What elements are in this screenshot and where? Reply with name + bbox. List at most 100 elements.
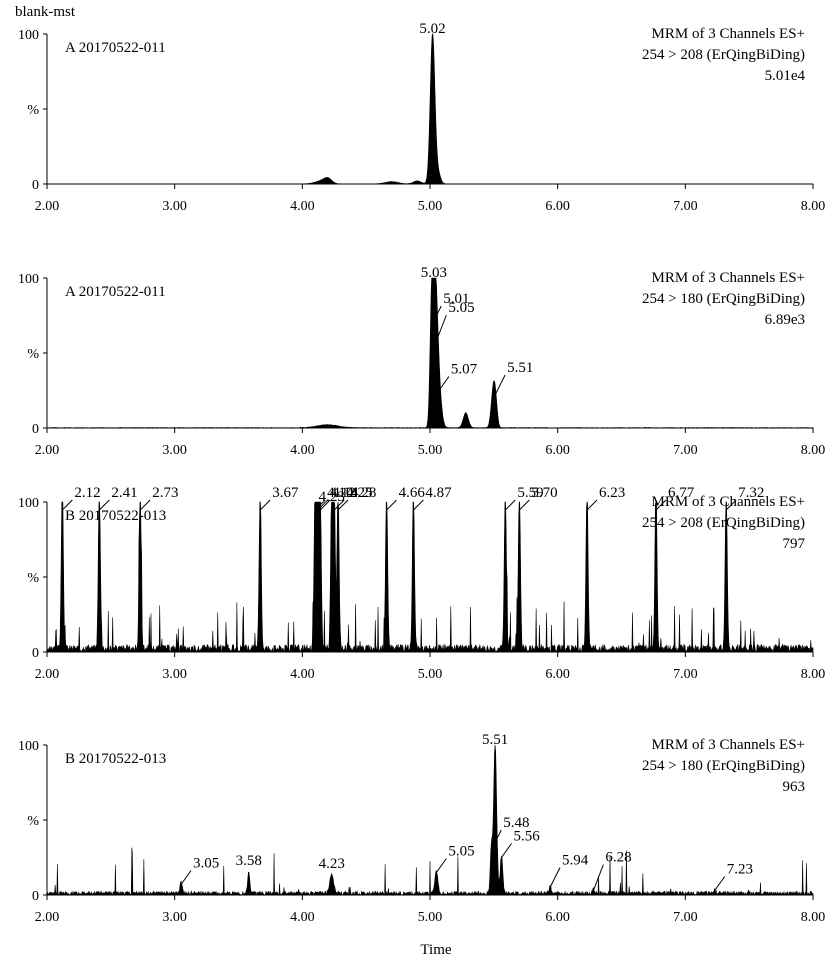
method-label: MRM of 3 Channels ES+ bbox=[652, 494, 805, 510]
peak-label: 4.10 bbox=[327, 485, 353, 501]
chart-panel-3: 0% 100 2.00 3.00 4.00 5.00 6.00 7.00 8.00 B 20170… bbox=[18, 485, 825, 682]
peak-label: 2.12 bbox=[74, 485, 100, 501]
peak-leader-line bbox=[430, 305, 442, 327]
x-tick-label: 4.00 bbox=[290, 199, 315, 214]
y-tick-label: 100 bbox=[18, 739, 39, 754]
peak-leader-line bbox=[259, 499, 271, 511]
transition-label: 254 > 208 (ErQingBiDing) bbox=[642, 47, 805, 63]
peak-leader-line bbox=[98, 499, 110, 511]
y-tick-label: 0 bbox=[32, 646, 39, 661]
peak-label: 5.01 bbox=[443, 291, 469, 307]
x-tick-label: 7.00 bbox=[673, 443, 698, 458]
x-tick-label: 4.00 bbox=[290, 667, 315, 682]
peak-leader-line bbox=[501, 843, 512, 858]
transition-label: 254 > 180 (ErQingBiDing) bbox=[642, 758, 805, 774]
peak-label: 6.77 bbox=[668, 485, 695, 501]
peak-label: 4.28 bbox=[350, 485, 376, 501]
x-tick-label: 4.00 bbox=[290, 443, 315, 458]
peak-label: 3.58 bbox=[236, 853, 262, 869]
x-tick-label: 6.00 bbox=[545, 199, 570, 214]
peak-label: 4.23 bbox=[319, 489, 345, 505]
peak-leader-line bbox=[319, 499, 331, 511]
peak-label: 7.32 bbox=[738, 485, 764, 501]
peak-leader-line bbox=[435, 858, 447, 873]
x-tick-label: 6.00 bbox=[545, 443, 570, 458]
peak-label: 5.02 bbox=[419, 21, 445, 37]
x-tick-label: 7.00 bbox=[673, 910, 698, 925]
peak-label: 5.05 bbox=[448, 844, 474, 860]
peak-label: 5.51 bbox=[507, 360, 533, 376]
y-tick-label: 0 bbox=[32, 889, 39, 904]
transition-label: 254 > 208 (ErQingBiDing) bbox=[642, 515, 805, 531]
peak-label: 5.51 bbox=[482, 732, 508, 748]
peak-label: 5.70 bbox=[531, 485, 557, 501]
peak-leader-line bbox=[549, 867, 561, 888]
sample-label: B 20170522-013 bbox=[65, 751, 166, 767]
peak-leader-line bbox=[139, 499, 151, 511]
chart-panel-1: 0% 100 2.00 3.00 4.00 5.00 6.00 7.00 8.00 A 20170… bbox=[18, 21, 825, 214]
x-tick-label: 8.00 bbox=[801, 199, 826, 214]
peak-leader-line bbox=[519, 499, 530, 511]
x-tick-label: 7.00 bbox=[673, 199, 698, 214]
peak-label: 5.03 bbox=[421, 265, 447, 281]
peak-leader-line bbox=[435, 314, 447, 342]
x-axis-label: Time bbox=[420, 942, 451, 958]
peak-leader-line bbox=[317, 499, 329, 511]
peak-label: 5.56 bbox=[513, 829, 540, 845]
y-tick-label: 100 bbox=[18, 272, 39, 287]
intensity-label: 963 bbox=[783, 779, 806, 795]
y-tick-label: 100 bbox=[18, 496, 39, 511]
peak-leader-line bbox=[725, 499, 737, 511]
x-tick-label: 3.00 bbox=[162, 910, 187, 925]
method-label: MRM of 3 Channels ES+ bbox=[652, 26, 805, 42]
x-tick-label: 5.00 bbox=[418, 199, 443, 214]
y-tick-label: % bbox=[27, 571, 39, 586]
chromatogram-trace bbox=[46, 744, 814, 897]
peak-leader-line bbox=[180, 870, 192, 885]
x-tick-label: 5.00 bbox=[418, 443, 443, 458]
peak-leader-line bbox=[504, 499, 516, 511]
x-tick-label: 3.00 bbox=[162, 667, 187, 682]
peak-leader-line bbox=[586, 499, 598, 511]
y-tick-label: 0 bbox=[32, 422, 39, 437]
peak-label: 2.73 bbox=[152, 485, 178, 501]
peak-leader-line bbox=[490, 829, 502, 851]
x-tick-label: 6.00 bbox=[545, 667, 570, 682]
intensity-label: 6.89e3 bbox=[765, 312, 805, 328]
x-tick-label: 6.00 bbox=[545, 910, 570, 925]
intensity-label: 5.01e4 bbox=[765, 68, 806, 84]
x-tick-label: 8.00 bbox=[801, 667, 826, 682]
chromatogram-trace bbox=[46, 500, 814, 654]
x-tick-label: 8.00 bbox=[801, 443, 826, 458]
peak-leader-line bbox=[61, 499, 73, 511]
figure-header: blank-mst bbox=[15, 4, 76, 20]
peak-label: 5.07 bbox=[451, 362, 478, 378]
peak-label: 6.28 bbox=[605, 850, 631, 866]
peak-leader-line bbox=[337, 499, 349, 511]
peak-leader-line bbox=[592, 864, 604, 891]
peak-label: 2.41 bbox=[111, 485, 137, 501]
sample-label: B 20170522-013 bbox=[65, 508, 166, 524]
x-tick-label: 5.00 bbox=[418, 667, 443, 682]
transition-label: 254 > 180 (ErQingBiDing) bbox=[642, 291, 805, 307]
y-tick-label: % bbox=[27, 347, 39, 362]
peak-label: 3.05 bbox=[193, 856, 219, 872]
y-tick-label: % bbox=[27, 103, 39, 118]
peak-label: 4.12 bbox=[330, 485, 356, 501]
y-tick-label: 100 bbox=[18, 28, 39, 43]
peak-label: 4.14 bbox=[332, 485, 359, 501]
sample-label: A 20170522-011 bbox=[65, 40, 166, 56]
peak-label: 5.48 bbox=[503, 815, 529, 831]
peak-label: 5.05 bbox=[448, 300, 474, 316]
chart-panel-2: 0% 100 2.00 3.00 4.00 5.00 6.00 7.00 8.00 A 20170… bbox=[18, 265, 825, 458]
peak-label: 3.67 bbox=[272, 485, 299, 501]
peak-label: 7.23 bbox=[727, 862, 753, 878]
peak-label: 4.25 bbox=[346, 485, 372, 501]
y-tick-label: % bbox=[27, 814, 39, 829]
x-tick-label: 7.00 bbox=[673, 667, 698, 682]
x-tick-label: 8.00 bbox=[801, 910, 826, 925]
peak-leader-line bbox=[413, 499, 424, 511]
x-tick-label: 4.00 bbox=[290, 910, 315, 925]
